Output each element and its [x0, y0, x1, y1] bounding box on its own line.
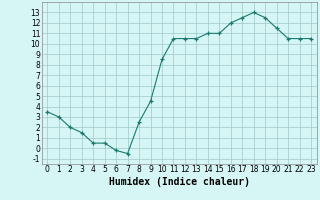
X-axis label: Humidex (Indice chaleur): Humidex (Indice chaleur) — [109, 177, 250, 187]
